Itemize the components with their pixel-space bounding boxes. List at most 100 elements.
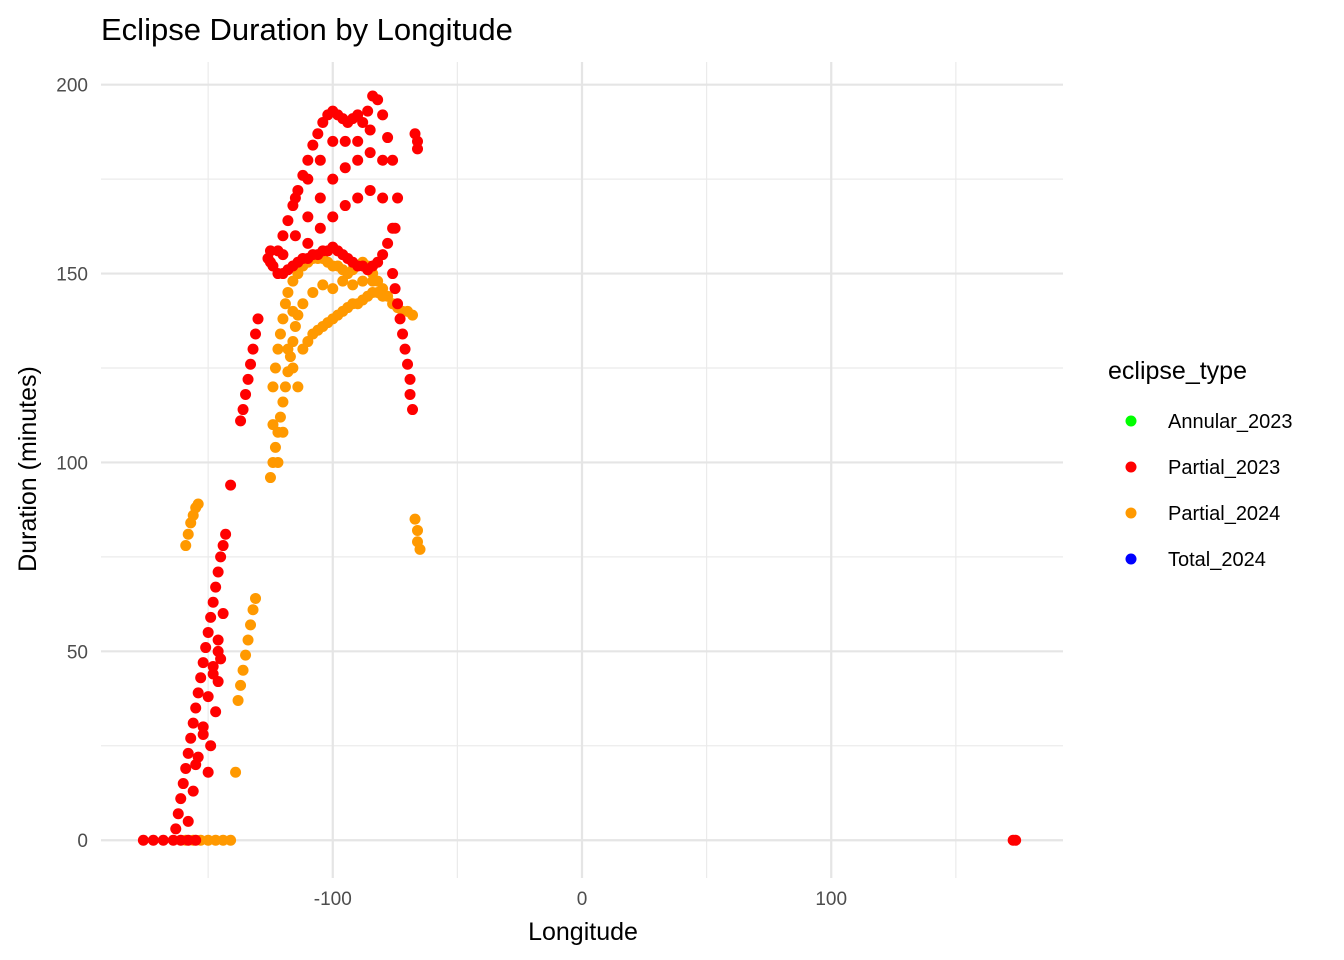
data-point <box>240 649 252 661</box>
data-point <box>190 834 202 846</box>
data-point <box>192 498 204 510</box>
data-point <box>272 456 284 468</box>
data-point <box>357 275 369 287</box>
data-point <box>297 298 309 310</box>
data-point <box>220 528 232 540</box>
data-point <box>347 279 359 291</box>
data-point <box>392 298 404 310</box>
legend-label: Partial_2024 <box>1168 503 1280 525</box>
data-point <box>317 279 329 291</box>
y-tick-label: 0 <box>77 831 88 852</box>
data-point <box>232 694 244 706</box>
y-tick-label: 100 <box>56 453 88 474</box>
legend-title: eclipse_type <box>1108 357 1247 385</box>
data-point <box>180 762 192 774</box>
data-point <box>362 105 374 117</box>
data-point <box>339 162 351 174</box>
y-tick-label: 200 <box>56 76 88 97</box>
data-point <box>387 268 399 280</box>
data-point <box>412 135 424 147</box>
data-point <box>404 373 416 385</box>
data-point <box>197 657 209 669</box>
data-point <box>289 192 301 204</box>
data-point <box>399 343 411 355</box>
data-point <box>205 611 217 623</box>
data-point <box>182 528 194 540</box>
data-point <box>242 373 254 385</box>
data-point <box>187 717 199 729</box>
data-point <box>272 343 284 355</box>
data-point <box>200 642 212 654</box>
data-point <box>210 581 222 593</box>
data-point <box>175 793 187 805</box>
data-point <box>339 135 351 147</box>
data-point <box>137 834 149 846</box>
data-point <box>205 740 217 752</box>
data-point <box>352 154 364 166</box>
legend-key <box>1125 461 1137 473</box>
data-point <box>414 543 426 555</box>
x-tick-labels: -100 0 100 <box>314 889 847 910</box>
data-point <box>397 328 409 340</box>
data-point <box>264 472 276 484</box>
y-tick-label: 150 <box>56 265 88 286</box>
data-point <box>242 634 254 646</box>
data-point <box>282 286 294 298</box>
data-point <box>245 619 257 631</box>
data-point <box>339 200 351 212</box>
data-point <box>185 732 197 744</box>
data-point <box>237 664 249 676</box>
data-point <box>382 237 394 249</box>
data-point <box>409 513 421 525</box>
data-point <box>377 249 389 261</box>
data-point <box>412 524 424 536</box>
data-point <box>235 415 247 427</box>
data-point <box>279 298 291 310</box>
data-point <box>302 237 314 249</box>
data-point <box>277 396 289 408</box>
data-point <box>289 230 301 242</box>
data-point <box>412 143 424 155</box>
data-point <box>202 626 214 638</box>
chart-title: Eclipse Duration by Longitude <box>101 12 513 47</box>
data-point <box>364 124 376 136</box>
data-point <box>302 173 314 185</box>
data-point <box>180 540 192 552</box>
data-point <box>352 135 364 147</box>
data-point <box>202 691 214 703</box>
data-point <box>327 211 339 223</box>
data-point <box>352 192 364 204</box>
data-point <box>237 404 249 416</box>
data-point <box>250 592 262 604</box>
data-point <box>307 139 319 151</box>
data-point <box>327 283 339 295</box>
data-point <box>282 215 294 227</box>
data-point <box>364 184 376 196</box>
data-point <box>207 660 219 672</box>
legend-label: Partial_2023 <box>1168 457 1280 479</box>
data-point <box>312 128 324 140</box>
x-axis-title: Longitude <box>528 918 638 946</box>
data-point <box>404 388 416 400</box>
data-points <box>137 90 1022 846</box>
data-point <box>195 672 207 684</box>
data-point <box>1010 834 1022 846</box>
data-point <box>277 230 289 242</box>
data-point <box>267 381 279 393</box>
y-tick-label: 50 <box>67 642 88 663</box>
data-point <box>389 222 401 234</box>
legend-items: Annular_2023 Partial_2023 Partial_2024 Tota… <box>1125 411 1293 571</box>
legend-key <box>1125 553 1137 565</box>
data-point <box>407 309 419 321</box>
data-point <box>182 747 194 759</box>
data-point <box>187 785 199 797</box>
data-point <box>225 834 237 846</box>
data-point <box>377 290 389 302</box>
data-point <box>279 381 291 393</box>
data-point <box>314 154 326 166</box>
legend-key <box>1125 415 1137 427</box>
data-point <box>387 154 399 166</box>
data-point <box>269 362 281 374</box>
data-point <box>364 147 376 159</box>
y-axis-title: Duration (minutes) <box>14 366 42 572</box>
